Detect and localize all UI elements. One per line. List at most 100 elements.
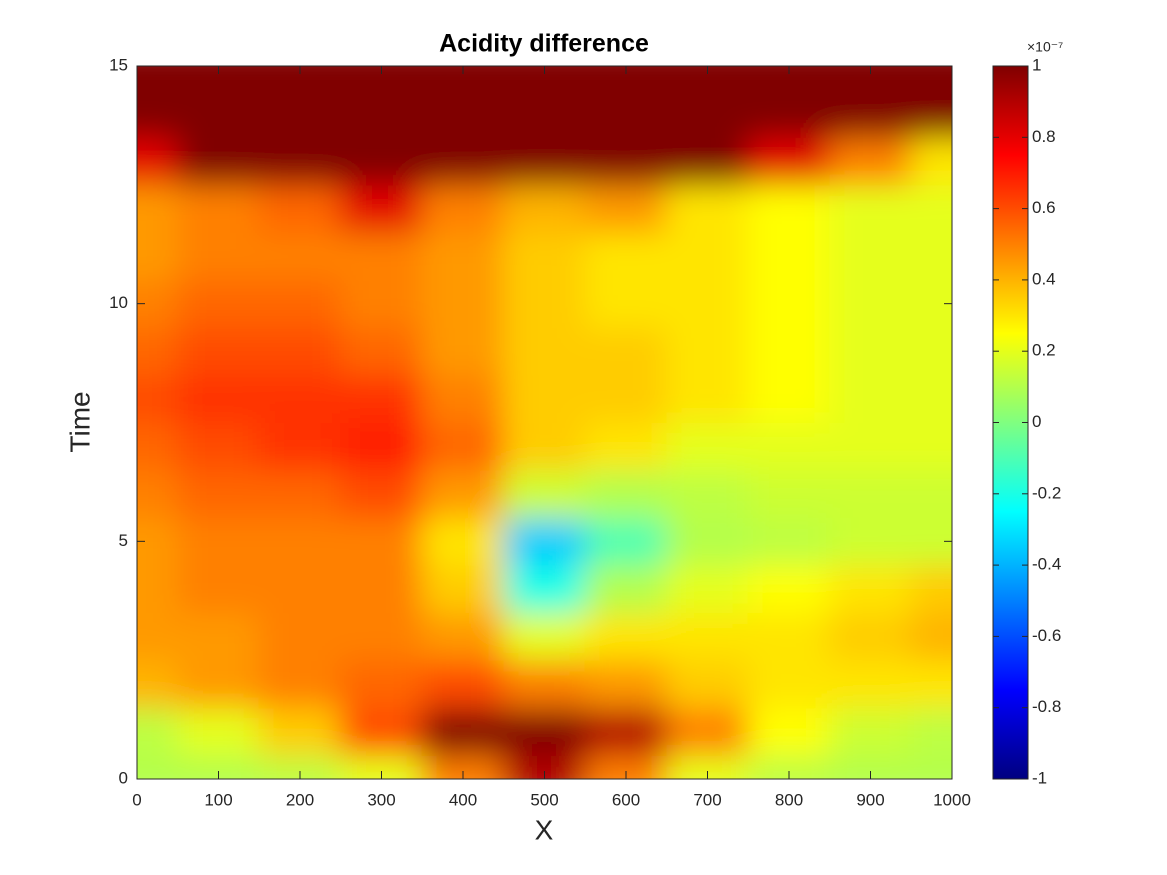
heatmap-cell [340, 422, 423, 471]
heatmap-cell [584, 707, 668, 756]
heatmap-cell [666, 564, 749, 614]
y-tick-label: 15 [109, 55, 128, 74]
heatmap-cell [910, 374, 952, 423]
heatmap-cell [584, 184, 668, 233]
heatmap-cell [503, 231, 586, 281]
heatmap-cell [666, 659, 749, 709]
heatmap-cell [340, 612, 423, 661]
heatmap-cell [503, 564, 586, 614]
heatmap-cell [747, 326, 831, 376]
heatmap-cell [829, 707, 912, 756]
heatmap-cell [503, 279, 586, 328]
heatmap-cell [910, 422, 952, 471]
heatmap-cell [177, 374, 260, 423]
heatmap-cell [747, 184, 831, 233]
heatmap-cell [666, 517, 749, 566]
heatmap-cell [258, 89, 342, 138]
x-tick-label: 500 [530, 790, 558, 809]
heatmap-cell [177, 517, 260, 566]
heatmap-cell [829, 659, 912, 709]
heatmap-cell [829, 612, 912, 661]
heatmap-cell [910, 231, 952, 281]
heatmap-cell [666, 136, 749, 186]
heatmap-cell [258, 707, 342, 756]
heatmap-cell [258, 659, 342, 709]
heatmap-cell [137, 66, 179, 91]
heatmap-cell [258, 517, 342, 566]
heatmap-cell [177, 279, 260, 328]
x-tick-label: 900 [856, 790, 884, 809]
heatmap-cell [584, 422, 668, 471]
heatmap-cell [829, 279, 912, 328]
heatmap-cell [666, 422, 749, 471]
heatmap-cell [177, 422, 260, 471]
heatmap-cell [421, 564, 505, 614]
heatmap-cell [340, 564, 423, 614]
heatmap-cell [584, 374, 668, 423]
heatmap-cell [137, 231, 179, 281]
x-tick-label: 1000 [933, 790, 971, 809]
heatmap-cell [829, 231, 912, 281]
heatmap-cell [137, 136, 179, 186]
y-tick-label: 10 [109, 293, 128, 312]
heatmap-cell [666, 374, 749, 423]
heatmap-cell [503, 326, 586, 376]
heatmap-cell [584, 326, 668, 376]
heatmap-cell [910, 754, 952, 779]
heatmap-cell [747, 422, 831, 471]
heatmap-cell [584, 89, 668, 138]
heatmap-cell [747, 659, 831, 709]
colorbar-tick-label: 0.2 [1032, 341, 1056, 360]
heatmap-cell [177, 659, 260, 709]
y-tick-label: 0 [119, 768, 128, 787]
heatmap-cell [340, 707, 423, 756]
heatmap-cell [910, 612, 952, 661]
heatmap-cell [503, 659, 586, 709]
heatmap-cell [747, 279, 831, 328]
heatmap-cell [421, 374, 505, 423]
heatmap-cell [747, 612, 831, 661]
colorbar-tick-label: -0.8 [1032, 697, 1061, 716]
heatmap-cell [503, 136, 586, 186]
heatmap [137, 66, 952, 779]
heatmap-cell [829, 326, 912, 376]
x-tick-label: 100 [204, 790, 232, 809]
heatmap-cell [910, 564, 952, 614]
heatmap-cell [177, 707, 260, 756]
x-tick-label: 200 [286, 790, 314, 809]
heatmap-cell [910, 89, 952, 138]
colorbar-tick-label: 0.6 [1032, 198, 1056, 217]
heatmap-cell [747, 517, 831, 566]
heatmap-cell [829, 136, 912, 186]
heatmap-cell [503, 374, 586, 423]
heatmap-cell [258, 279, 342, 328]
heatmap-cell [137, 754, 179, 779]
x-tick-label: 700 [693, 790, 721, 809]
colorbar-tick-label: -0.6 [1032, 626, 1061, 645]
heatmap-cell [503, 89, 586, 138]
heatmap-cell [666, 184, 749, 233]
heatmap-cell [829, 517, 912, 566]
heatmap-cell [829, 469, 912, 519]
heatmap-cell [177, 89, 260, 138]
heatmap-cell [340, 184, 423, 233]
colorbar-tick-label: -1 [1032, 768, 1047, 787]
heatmap-cell [503, 422, 586, 471]
heatmap-cell [177, 184, 260, 233]
heatmap-cell [177, 231, 260, 281]
x-tick-label: 800 [775, 790, 803, 809]
heatmap-cell [910, 66, 952, 91]
heatmap-cell [137, 184, 179, 233]
heatmap-cell [421, 517, 505, 566]
x-tick-label: 600 [612, 790, 640, 809]
heatmap-cell [910, 184, 952, 233]
heatmap-cell [258, 564, 342, 614]
heatmap-cell [137, 564, 179, 614]
heatmap-cell [666, 707, 749, 756]
heatmap-cell [177, 564, 260, 614]
heatmap-cell [340, 136, 423, 186]
heatmap-cell [584, 612, 668, 661]
heatmap-cell [829, 422, 912, 471]
heatmap-cell [340, 326, 423, 376]
heatmap-cell [829, 184, 912, 233]
